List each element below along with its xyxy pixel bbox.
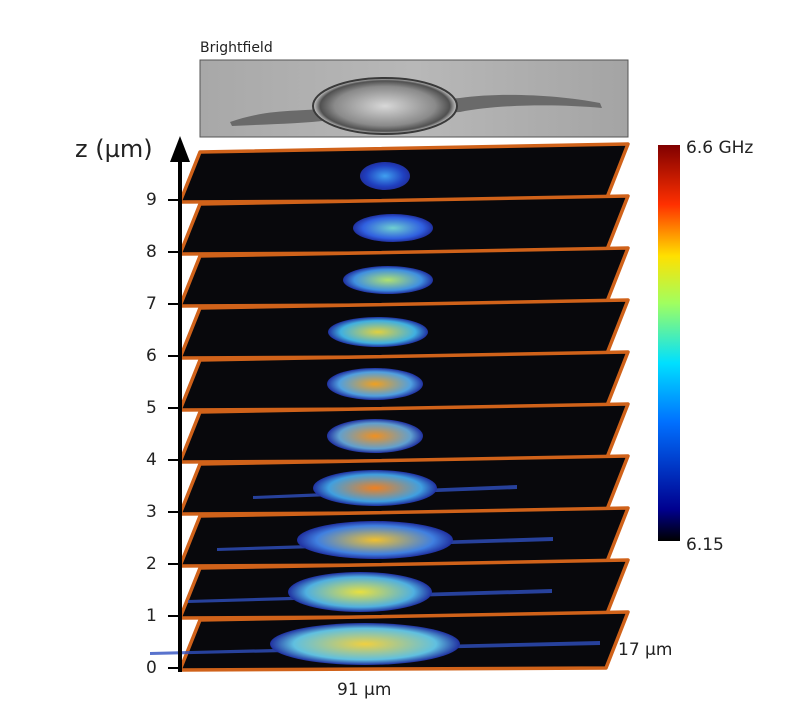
cell-signal xyxy=(288,572,432,612)
z-tick-label: 9 xyxy=(146,190,157,210)
z-slice xyxy=(178,350,630,412)
z-tick-label: 2 xyxy=(146,554,157,574)
z-slice xyxy=(178,246,630,308)
z-ticks: 0 1 2 3 4 5 6 7 8 9 xyxy=(146,190,180,678)
z-tick-label: 0 xyxy=(146,658,157,678)
z-slice xyxy=(178,402,630,464)
cell-signal xyxy=(297,521,453,559)
cell-signal xyxy=(360,162,410,190)
z-tick-label: 5 xyxy=(146,398,157,418)
width-scale-label: 91 µm xyxy=(337,680,391,700)
z-tick-label: 1 xyxy=(146,606,157,626)
colorbar xyxy=(658,145,680,541)
brightfield-image xyxy=(199,59,629,138)
colorbar-min-label: 6.15 xyxy=(686,535,724,555)
z-tick-label: 3 xyxy=(146,502,157,522)
cell-signal xyxy=(343,266,433,294)
depth-scale-label: 17 µm xyxy=(618,640,672,660)
cell-signal xyxy=(270,623,460,665)
z-tick-label: 4 xyxy=(146,450,157,470)
z-slice xyxy=(150,610,630,672)
z-slice xyxy=(178,558,630,620)
z-slice xyxy=(178,142,630,204)
cell-signal xyxy=(353,214,433,242)
brightfield-label: Brightfield xyxy=(200,40,273,56)
z-slice xyxy=(178,506,630,568)
cell-signal xyxy=(328,317,428,347)
cell-signal xyxy=(327,368,423,400)
z-slice xyxy=(178,194,630,256)
z-axis-arrow xyxy=(170,136,190,162)
cell-signal xyxy=(313,470,437,506)
z-axis-label: z (µm) xyxy=(75,135,153,163)
z-stack xyxy=(150,142,630,672)
z-tick-label: 6 xyxy=(146,346,157,366)
z-tick-label: 8 xyxy=(146,242,157,262)
z-tick-label: 7 xyxy=(146,294,157,314)
z-slice xyxy=(178,454,630,516)
cell-signal xyxy=(327,419,423,453)
colorbar-max-label: 6.6 GHz xyxy=(686,138,753,158)
z-slice xyxy=(178,298,630,360)
